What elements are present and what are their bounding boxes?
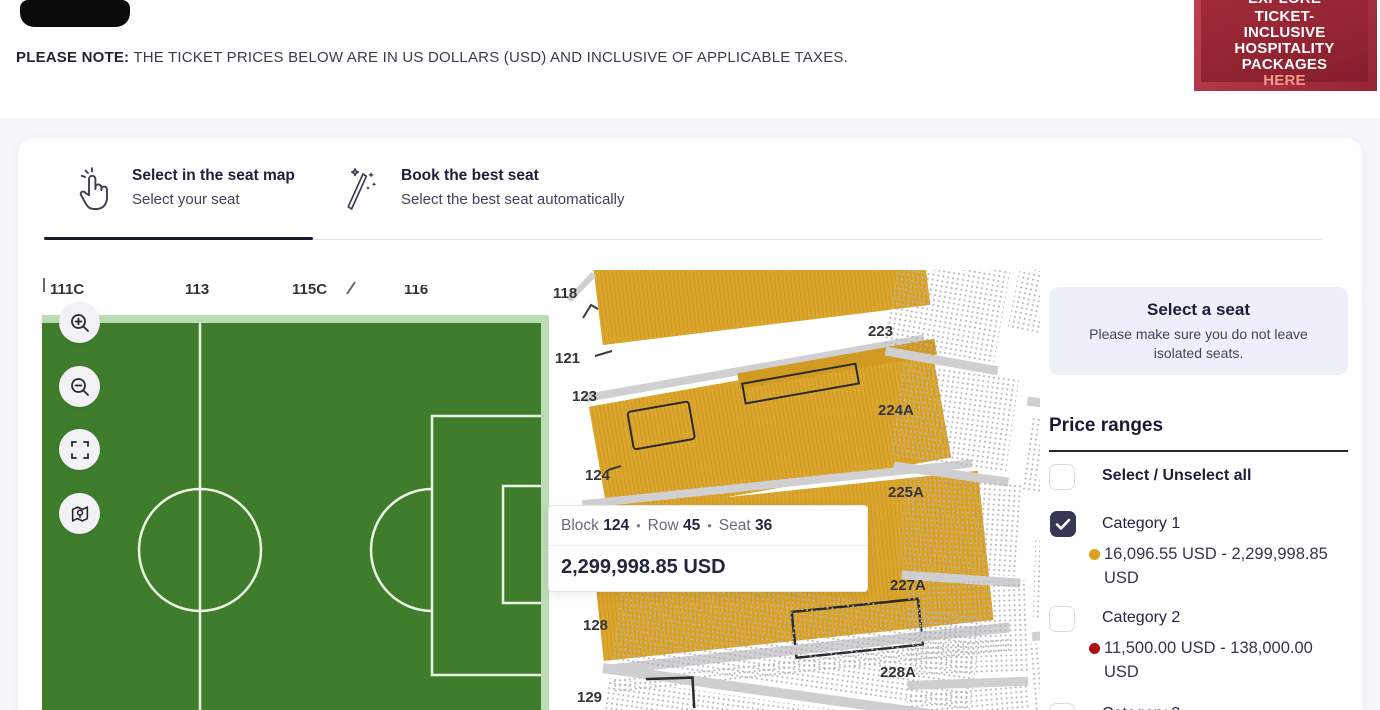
stadium-seat-map[interactable]: 111C 113 115C 116 118 121 123 124 223 22…	[42, 270, 1040, 710]
hand-click-icon	[79, 167, 108, 210]
football-pitch	[42, 315, 549, 710]
category-3-checkbox[interactable]	[1049, 703, 1075, 710]
section-label: 116	[404, 281, 428, 298]
section-label: 223	[868, 323, 893, 340]
category-1-dot	[1089, 549, 1100, 560]
section-label: 225A	[888, 484, 924, 501]
select-seat-title: Select a seat	[1146, 300, 1250, 319]
category-1-price-range: 16,096.55 USD - 2,299,998.85 USD	[1089, 542, 1347, 590]
magic-wand-icon	[347, 168, 377, 210]
category-2-label[interactable]: Category 2	[1102, 609, 1181, 626]
hospitality-banner[interactable]: EXPLORE TICKET- INCLUSIVE HOSPITALITY PA…	[1194, 0, 1377, 91]
zoom-in-button[interactable]	[59, 302, 100, 343]
section-label: 228A	[880, 664, 916, 681]
banner-line: PACKAGES	[1241, 56, 1328, 73]
section-label: 124	[585, 467, 611, 484]
section-223[interactable]	[882, 270, 1016, 376]
tabs-divider	[44, 239, 1322, 240]
section-label: 111C	[50, 281, 84, 298]
select-seat-text: Please make sure you do not leave isolat…	[1089, 326, 1308, 361]
price-ranges-title: Price ranges	[1049, 415, 1164, 436]
seat-tooltip: Block 124 • Row 45 • Seat 36 2,299,998.85 US…	[548, 505, 868, 592]
section-label: 224A	[878, 402, 914, 419]
map-view-icon	[71, 505, 88, 522]
category-2-price-range: 11,500.00 USD - 138,000.00 USD	[1089, 636, 1347, 684]
tab-best-seat-subtitle: Select the best seat automatically	[401, 191, 625, 208]
banner-line: HOSPITALITY	[1234, 40, 1335, 57]
map-view-button[interactable]	[59, 493, 100, 534]
section-label: 129	[577, 689, 602, 706]
fullscreen-icon	[70, 440, 89, 459]
banner-here-link[interactable]: HERE	[1263, 72, 1306, 89]
banner-line: TICKET-	[1254, 8, 1315, 25]
map-aisle-marks	[43, 271, 622, 471]
active-tab-underline	[44, 237, 313, 240]
hospitality-banner-text: EXPLORE TICKET- INCLUSIVE HOSPITALITY PA…	[1201, 0, 1368, 89]
price-note-text: THE TICKET PRICES BELOW ARE IN US DOLLAR…	[129, 49, 848, 66]
checkmark-icon	[1055, 518, 1071, 530]
zoom-out-icon	[70, 377, 89, 396]
section-228a[interactable]	[905, 684, 1034, 710]
section-label: 121	[555, 350, 580, 367]
category-2-dot	[1089, 643, 1100, 654]
seat-tooltip-price: 2,299,998.85 USD	[561, 556, 726, 578]
select-all-checkbox[interactable]	[1049, 464, 1075, 490]
price-ranges-divider	[1049, 450, 1348, 452]
price-note-label: PLEASE NOTE:	[16, 49, 130, 66]
select-all-label[interactable]: Select / Unselect all	[1102, 467, 1252, 484]
category-1-label[interactable]: Category 1	[1102, 515, 1181, 532]
tab-seat-map-subtitle: Select your seat	[132, 191, 240, 208]
zoom-in-icon	[70, 313, 89, 332]
category-2-checkbox[interactable]	[1049, 606, 1075, 632]
banner-line: INCLUSIVE	[1243, 24, 1326, 41]
map-section-labels: 111C 113 115C 116 118 121 123 124 223 22…	[50, 281, 926, 706]
section-label: 115C	[292, 281, 327, 298]
select-seat-info-box: Select a seat Please make sure you do no…	[1049, 287, 1348, 375]
seat-tooltip-location: Block 124 • Row 45 • Seat 36	[549, 506, 867, 546]
tab-seat-map-title[interactable]: Select in the seat map	[132, 167, 295, 184]
section-label: 113	[185, 281, 209, 298]
price-note: PLEASE NOTE: THE TICKET PRICES BELOW ARE…	[16, 49, 848, 66]
section-label: 128	[583, 617, 608, 634]
category-1-checkbox[interactable]	[1050, 511, 1076, 537]
section-label: 123	[572, 388, 597, 405]
section-118-121[interactable]	[593, 270, 931, 346]
zoom-out-button[interactable]	[59, 366, 100, 407]
section-label: 118	[553, 285, 577, 302]
category-3-label[interactable]: Category 3	[1102, 705, 1180, 710]
fullscreen-button[interactable]	[59, 429, 100, 470]
section-227a[interactable]	[904, 579, 1032, 690]
tab-best-seat-title[interactable]: Book the best seat	[401, 167, 539, 184]
section-label: 227A	[890, 577, 926, 594]
banner-partial-line: EXPLORE	[1201, 0, 1368, 9]
section-upper-tier-partial[interactable]	[1007, 270, 1040, 710]
back-button[interactable]	[20, 0, 130, 27]
